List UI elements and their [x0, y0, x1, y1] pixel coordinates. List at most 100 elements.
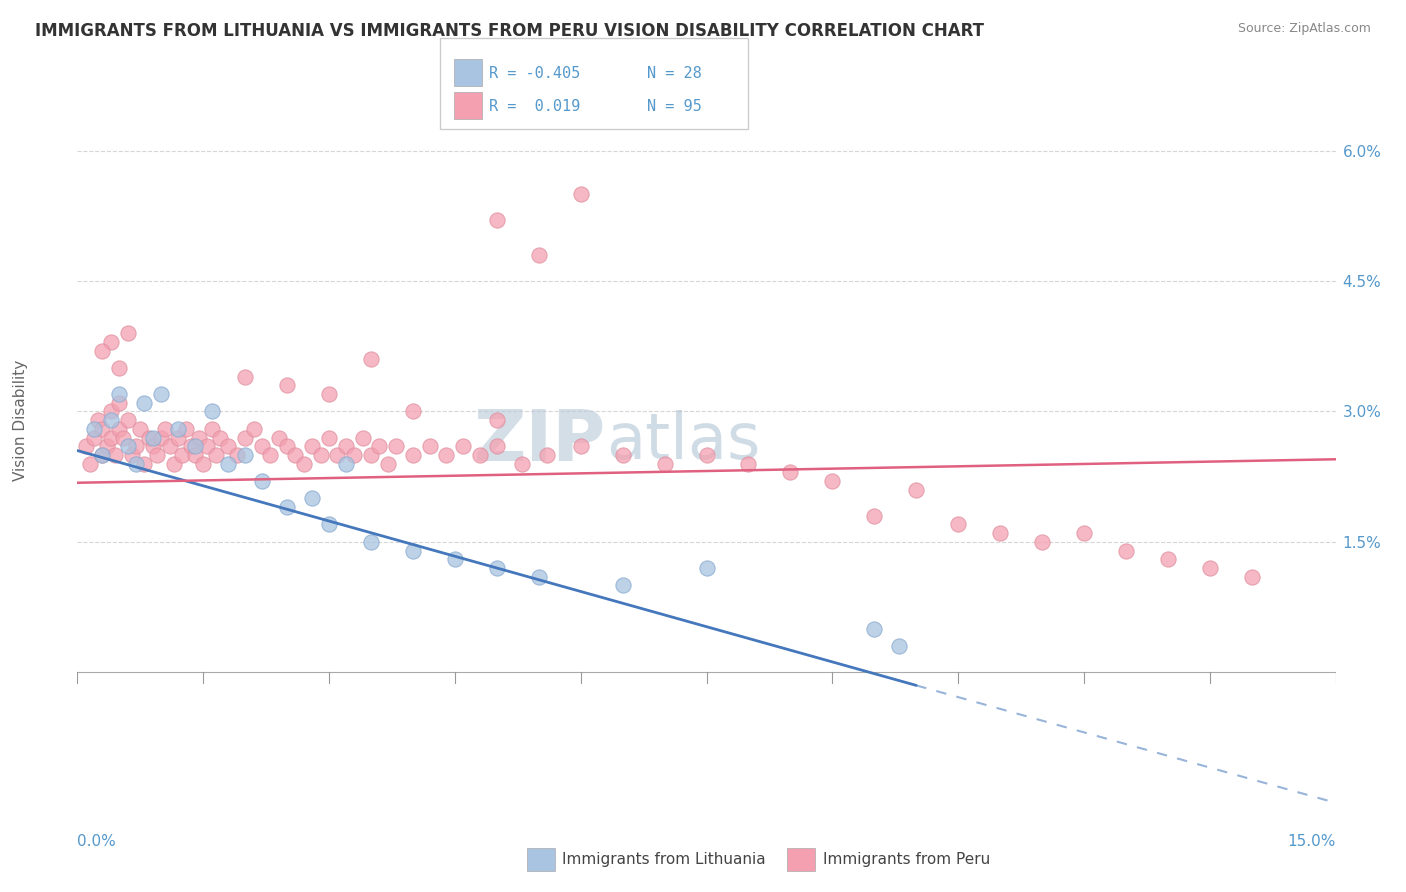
Point: [108, 422, 131, 436]
Point: [377, 457, 399, 471]
Point: [360, 535, 382, 549]
Point: [821, 474, 844, 488]
Point: [91, 343, 114, 358]
Point: [163, 457, 186, 471]
Point: [83, 422, 105, 436]
Point: [301, 491, 323, 506]
Text: Source: ZipAtlas.com: Source: ZipAtlas.com: [1237, 22, 1371, 36]
Point: [79, 457, 101, 471]
Text: R = -0.405: R = -0.405: [489, 66, 581, 81]
Point: [402, 543, 425, 558]
Point: [217, 439, 239, 453]
Text: N = 28: N = 28: [647, 66, 702, 81]
Point: [100, 431, 122, 445]
Point: [155, 422, 177, 436]
Point: [1115, 543, 1137, 558]
Point: [360, 448, 382, 462]
Point: [75, 439, 97, 453]
Point: [129, 422, 152, 436]
Point: [91, 448, 114, 462]
Point: [612, 578, 634, 592]
Point: [309, 448, 332, 462]
Point: [536, 448, 558, 462]
Point: [188, 431, 211, 445]
Point: [284, 448, 307, 462]
Point: [948, 517, 970, 532]
Point: [217, 457, 239, 471]
Point: [83, 431, 105, 445]
Point: [108, 396, 131, 410]
Point: [444, 552, 467, 566]
Text: atlas: atlas: [606, 410, 761, 472]
Point: [569, 187, 592, 202]
Point: [335, 457, 357, 471]
Point: [117, 326, 139, 341]
Point: [1031, 535, 1053, 549]
Point: [233, 448, 256, 462]
Point: [696, 448, 718, 462]
Point: [352, 431, 374, 445]
Point: [527, 248, 550, 262]
Point: [863, 508, 886, 523]
Point: [250, 474, 273, 488]
Point: [117, 413, 139, 427]
Point: [335, 439, 357, 453]
Point: [779, 466, 801, 480]
Point: [318, 431, 340, 445]
Point: [204, 448, 226, 462]
Text: Vision Disability: Vision Disability: [13, 359, 28, 481]
Point: [184, 448, 207, 462]
Point: [569, 439, 592, 453]
Point: [138, 431, 160, 445]
Point: [385, 439, 408, 453]
Point: [1073, 526, 1095, 541]
Text: 15.0%: 15.0%: [1288, 834, 1336, 849]
Point: [988, 526, 1011, 541]
Point: [134, 396, 156, 410]
Point: [108, 387, 131, 401]
Point: [343, 448, 366, 462]
Point: [142, 439, 165, 453]
Point: [208, 431, 231, 445]
Text: N = 95: N = 95: [647, 99, 702, 114]
Point: [318, 387, 340, 401]
Point: [468, 448, 491, 462]
Point: [451, 439, 474, 453]
Point: [87, 413, 110, 427]
Point: [1157, 552, 1180, 566]
Point: [225, 448, 247, 462]
Point: [863, 622, 886, 636]
Point: [436, 448, 458, 462]
Point: [159, 439, 181, 453]
Text: Immigrants from Peru: Immigrants from Peru: [823, 853, 990, 867]
Point: [402, 404, 425, 418]
Point: [150, 387, 173, 401]
Point: [419, 439, 441, 453]
Point: [233, 369, 256, 384]
Point: [696, 561, 718, 575]
Point: [292, 457, 315, 471]
Point: [146, 448, 169, 462]
Point: [654, 457, 676, 471]
Point: [104, 448, 127, 462]
Point: [360, 352, 382, 367]
Text: IMMIGRANTS FROM LITHUANIA VS IMMIGRANTS FROM PERU VISION DISABILITY CORRELATION : IMMIGRANTS FROM LITHUANIA VS IMMIGRANTS …: [35, 22, 984, 40]
Point: [301, 439, 323, 453]
Point: [402, 448, 425, 462]
Point: [276, 439, 298, 453]
Point: [100, 413, 122, 427]
Point: [485, 413, 508, 427]
Point: [612, 448, 634, 462]
Point: [242, 422, 264, 436]
Point: [1198, 561, 1220, 575]
Point: [737, 457, 759, 471]
Point: [485, 439, 508, 453]
Point: [134, 457, 156, 471]
Point: [117, 439, 139, 453]
Point: [250, 439, 273, 453]
Point: [276, 378, 298, 392]
Point: [91, 422, 114, 436]
Point: [100, 404, 122, 418]
Point: [368, 439, 391, 453]
Point: [905, 483, 928, 497]
